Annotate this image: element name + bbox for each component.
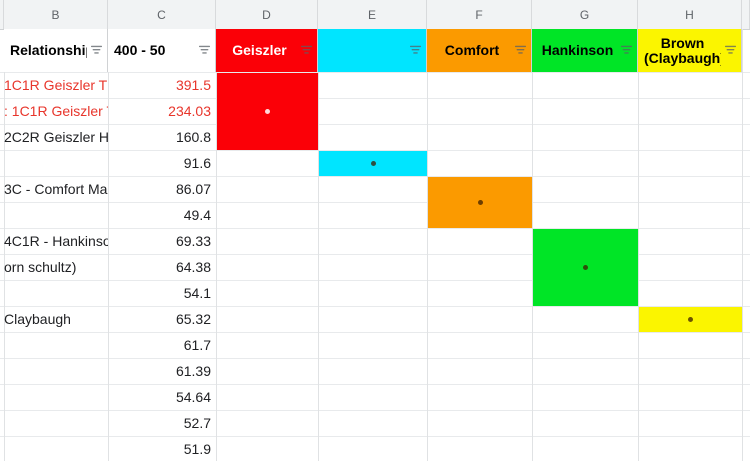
filter-button-g[interactable] — [617, 44, 633, 57]
filter-funnel-icon[interactable] — [300, 44, 313, 57]
cell-b-8[interactable]: orn schultz) — [4, 259, 77, 275]
column-header-f[interactable]: F — [427, 0, 532, 29]
column-divider — [318, 29, 319, 461]
cell-c-1[interactable]: 391.5 — [175, 77, 211, 93]
row-divider — [0, 280, 750, 281]
column-divider — [427, 29, 428, 461]
filter-funnel-icon[interactable] — [90, 44, 103, 57]
column-divider — [638, 29, 639, 461]
cell-marker-dot — [477, 200, 483, 205]
filter-header-g[interactable]: Hankinson — [532, 29, 638, 72]
cell-c-15[interactable]: 51.9 — [183, 441, 211, 457]
cell-c-12[interactable]: 61.39 — [175, 363, 211, 379]
filter-header-label: Comfort — [444, 43, 500, 58]
cell-c-13[interactable]: 54.64 — [175, 389, 211, 405]
cell-c-6[interactable]: 49.4 — [183, 207, 211, 223]
filter-header-label: Relationship — [10, 43, 87, 58]
row-divider — [0, 150, 750, 151]
filter-funnel-icon[interactable] — [514, 44, 527, 57]
filter-button-d[interactable] — [297, 44, 313, 57]
column-header-b[interactable]: B — [4, 0, 108, 29]
filter-funnel-icon[interactable] — [724, 44, 737, 57]
cell-b-3[interactable]: 2C2R Geiszler H — [4, 129, 108, 145]
row-divider — [0, 124, 750, 125]
cell-c-11[interactable]: 61.7 — [183, 337, 211, 353]
filter-header-f[interactable]: Comfort — [427, 29, 532, 72]
cell-c-5[interactable]: 86.07 — [175, 181, 211, 197]
column-header-a-partial[interactable] — [0, 0, 4, 29]
filter-button-f[interactable] — [511, 44, 527, 57]
column-divider — [216, 29, 217, 461]
filter-button-b[interactable] — [87, 44, 103, 57]
filter-button-h[interactable] — [721, 44, 737, 57]
row-divider — [0, 98, 750, 99]
cell-c-2[interactable]: 234.03 — [168, 103, 211, 119]
row-divider — [0, 228, 750, 229]
column-header-g[interactable]: G — [532, 0, 638, 29]
row-divider — [0, 358, 750, 359]
column-divider — [4, 29, 5, 461]
cell-c-3[interactable]: 160.8 — [175, 129, 211, 145]
row-divider — [0, 436, 750, 437]
filter-header-b[interactable]: Relationship — [4, 29, 108, 72]
grid-body[interactable]: Relationship 400 - 50 Geiszler Comfort Hanki… — [0, 29, 750, 461]
row-divider — [0, 254, 750, 255]
brown-block[interactable] — [639, 307, 742, 332]
cyan-block[interactable] — [319, 151, 427, 176]
row-divider — [0, 306, 750, 307]
row-divider — [0, 72, 750, 73]
cell-c-10[interactable]: 65.32 — [175, 311, 211, 327]
filter-header-h[interactable]: Brown (Claybaugh) — [638, 29, 742, 72]
column-divider — [532, 29, 533, 461]
filter-header-e[interactable] — [318, 29, 427, 72]
column-header-d[interactable]: D — [216, 0, 318, 29]
cell-marker-dot — [265, 109, 270, 114]
filter-funnel-icon[interactable] — [198, 44, 211, 57]
row-divider — [0, 384, 750, 385]
cell-b-10[interactable]: Claybaugh — [4, 311, 71, 327]
column-header-i-partial[interactable] — [742, 0, 750, 29]
cell-c-14[interactable]: 52.7 — [183, 415, 211, 431]
cell-c-8[interactable]: 64.38 — [175, 259, 211, 275]
cell-b-2[interactable]: : 1C1R Geiszler T — [4, 103, 108, 119]
filter-header-label: Geiszler — [232, 43, 287, 58]
cell-c-9[interactable]: 54.1 — [183, 285, 211, 301]
filter-header-label: Hankinson — [541, 43, 614, 58]
column-header-c[interactable]: C — [108, 0, 216, 29]
comfort-block[interactable] — [428, 177, 532, 228]
row-divider — [0, 332, 750, 333]
cell-b-5[interactable]: 3C - Comfort Ma — [4, 181, 108, 197]
row-divider — [0, 410, 750, 411]
filter-button-e[interactable] — [406, 44, 422, 57]
column-header-e[interactable]: E — [318, 0, 427, 29]
hankinson-block[interactable] — [533, 229, 638, 306]
filter-funnel-icon[interactable] — [409, 44, 422, 57]
filter-header-label: 400 - 50 — [114, 43, 166, 58]
filter-funnel-icon[interactable] — [620, 44, 633, 57]
geiszler-block[interactable] — [217, 73, 318, 150]
column-divider — [742, 29, 743, 461]
filter-header-d[interactable]: Geiszler — [216, 29, 318, 72]
row-divider — [0, 202, 750, 203]
cell-marker-dot — [583, 265, 588, 270]
cell-b-7[interactable]: 4C1R - Hankinso — [4, 233, 108, 249]
filter-button-c[interactable] — [195, 44, 211, 57]
cell-c-4[interactable]: 91.6 — [183, 155, 211, 171]
column-divider — [108, 29, 109, 461]
row-divider — [0, 176, 750, 177]
cell-b-1[interactable]: 1C1R Geiszler T — [4, 77, 108, 93]
filter-header-c[interactable]: 400 - 50 — [108, 29, 216, 72]
cell-c-7[interactable]: 69.33 — [175, 233, 211, 249]
filter-header-label: Brown (Claybaugh) — [644, 35, 721, 66]
column-header-h[interactable]: H — [638, 0, 742, 29]
cell-marker-dot — [688, 317, 693, 322]
cell-marker-dot — [370, 161, 376, 166]
